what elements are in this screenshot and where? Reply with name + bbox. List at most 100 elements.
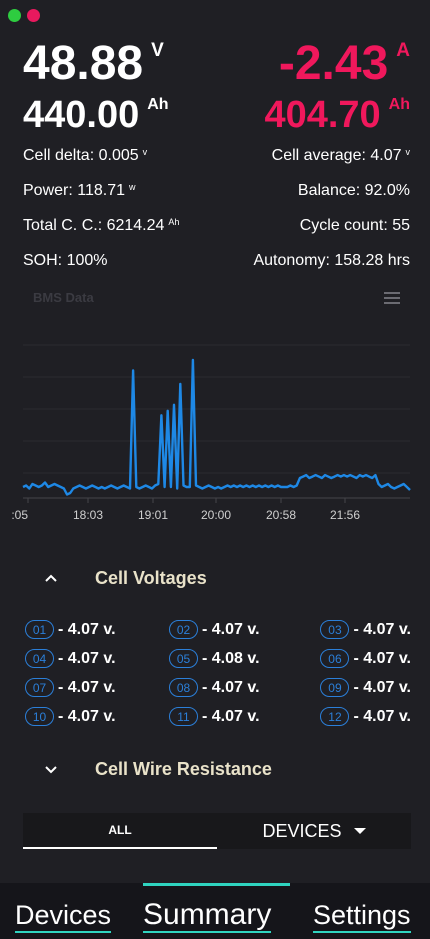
stat-row: SOH: 100% Autonomy: 158.28 hrs <box>23 252 410 270</box>
cell-voltage-grid: 01- 4.07 v. 02- 4.07 v. 03- 4.07 v. 04- 4.0… <box>25 620 411 726</box>
chart-title: BMS Data <box>33 290 94 305</box>
voltage-value: 48.88 <box>23 37 144 90</box>
cell-voltage-value: - 4.07 v. <box>353 707 411 725</box>
nav-summary[interactable]: Summary <box>143 897 272 933</box>
cell-wire-resistance-title: Cell Wire Resistance <box>95 758 272 779</box>
nav-devices-label: Devices <box>15 900 112 930</box>
cell-id-badge: 01 <box>25 620 54 639</box>
cell-voltage-value: - 4.08 v. <box>202 649 260 667</box>
cell-id-badge: 12 <box>320 707 350 726</box>
tab-devices-label: DEVICES <box>262 820 342 841</box>
cell-id-badge: 08 <box>169 678 198 697</box>
close-button[interactable] <box>27 9 40 22</box>
cell-voltage-item: 02- 4.07 v. <box>169 620 314 639</box>
cell-id-badge: 07 <box>25 678 54 697</box>
remaining-unit: Ah <box>388 96 410 113</box>
current-unit: A <box>396 40 410 61</box>
cycle-count: Cycle count: 55 <box>299 217 410 234</box>
nav-devices[interactable]: Devices <box>15 897 112 933</box>
remaining-value: 404.70 <box>264 94 381 136</box>
nav-settings[interactable]: Settings <box>313 897 411 933</box>
current-readout: -2.43 A <box>279 40 410 88</box>
total-cc-label: Total C. C.: 6214.24 <box>23 217 165 234</box>
cell-voltage-item: 07- 4.07 v. <box>25 678 169 697</box>
chart-x-tick-label: 18:03 <box>73 508 103 522</box>
cell-voltage-value: - 4.07 v. <box>353 620 411 638</box>
nav-settings-label: Settings <box>313 900 411 930</box>
cell-id-badge: 03 <box>320 620 350 639</box>
capacity-unit: Ah <box>147 96 169 113</box>
cell-id-badge: 06 <box>320 649 350 668</box>
primary-row-1: 48.88 V -2.43 A <box>23 40 410 88</box>
stat-row: Cell delta: 0.005 v Cell average: 4.07 v <box>23 147 410 165</box>
chart-x-tick-label: 20:58 <box>266 508 296 522</box>
tab-all[interactable]: ALL <box>23 813 217 849</box>
cell-voltage-value: - 4.07 v. <box>353 678 411 696</box>
cell-voltages-header[interactable]: Cell Voltages <box>0 563 430 593</box>
cell-voltage-value: - 4.07 v. <box>353 649 411 667</box>
cell-voltage-value: - 4.07 v. <box>202 678 260 696</box>
cell-voltage-value: - 4.07 v. <box>58 678 116 696</box>
cell-id-badge: 05 <box>169 649 198 668</box>
caret-down-icon <box>353 828 366 834</box>
cell-voltage-item: 10- 4.07 v. <box>25 707 169 726</box>
cell-voltage-item: 09- 4.07 v. <box>314 678 411 697</box>
cell-voltage-item: 11- 4.07 v. <box>169 707 314 726</box>
chart-x-tick-label: :05 <box>11 508 28 522</box>
cell-voltage-item: 01- 4.07 v. <box>25 620 169 639</box>
remaining-readout: 404.70 Ah <box>264 96 410 134</box>
cell-id-badge: 10 <box>25 707 54 726</box>
cell-average-unit: v <box>405 147 411 157</box>
primary-row-2: 440.00 Ah 404.70 Ah <box>23 96 410 134</box>
power: Power: 118.71 w <box>23 182 136 200</box>
nav-summary-label: Summary <box>143 898 272 931</box>
active-tab-indicator <box>143 883 290 886</box>
power-label: Power: 118.71 <box>23 182 125 199</box>
window-controls <box>8 9 40 22</box>
chevron-up-icon <box>45 574 57 582</box>
total-cc-unit: Ah <box>168 217 180 227</box>
total-cc: Total C. C.: 6214.24 Ah <box>23 217 179 235</box>
nav-settings-underline <box>313 931 411 933</box>
stat-row: Total C. C.: 6214.24 Ah Cycle count: 55 <box>23 217 410 235</box>
cell-delta-unit: v <box>142 147 148 157</box>
cell-id-badge: 11 <box>169 707 198 726</box>
cell-voltages-title: Cell Voltages <box>95 567 207 588</box>
soh: SOH: 100% <box>23 252 108 269</box>
voltage-readout: 48.88 V <box>23 40 164 88</box>
tab-devices-dropdown[interactable]: DEVICES <box>217 813 411 849</box>
cell-voltage-item: 05- 4.08 v. <box>169 649 314 668</box>
current-value: -2.43 <box>278 37 389 90</box>
cell-delta-label: Cell delta: 0.005 <box>23 147 139 164</box>
nav-devices-underline <box>15 931 112 933</box>
balance: Balance: 92.0% <box>297 182 410 199</box>
chart-series-line <box>22 358 411 496</box>
bottom-nav: Devices Summary Settings <box>0 883 430 939</box>
cell-delta: Cell delta: 0.005 v <box>23 147 147 165</box>
cell-voltage-item: 08- 4.07 v. <box>169 678 314 697</box>
power-unit: w <box>129 182 136 192</box>
cell-voltage-value: - 4.07 v. <box>58 649 116 667</box>
cell-voltage-item: 12- 4.07 v. <box>314 707 411 726</box>
nav-summary-underline <box>143 931 272 933</box>
cell-voltage-value: - 4.07 v. <box>202 620 260 638</box>
device-tabs: ALL DEVICES <box>23 813 411 849</box>
hamburger-menu-icon[interactable] <box>384 292 400 304</box>
cell-voltage-item: 04- 4.07 v. <box>25 649 169 668</box>
cell-id-badge: 09 <box>320 678 350 697</box>
cell-voltage-item: 03- 4.07 v. <box>314 620 411 639</box>
cell-voltage-value: - 4.07 v. <box>58 620 116 638</box>
maximize-button[interactable] <box>8 9 21 22</box>
capacity-readout: 440.00 Ah <box>23 96 169 134</box>
cell-id-badge: 04 <box>25 649 54 668</box>
stat-row: Power: 118.71 w Balance: 92.0% <box>23 182 410 200</box>
cell-voltage-value: - 4.07 v. <box>58 707 116 725</box>
cell-average-label: Cell average: 4.07 <box>271 147 402 164</box>
chevron-down-icon <box>45 766 57 774</box>
cell-voltage-item: 06- 4.07 v. <box>314 649 411 668</box>
cell-average: Cell average: 4.07 v <box>272 147 410 165</box>
chart-x-tick-label: 20:00 <box>201 508 231 522</box>
chart-x-tick-label: 21:56 <box>330 508 360 522</box>
cell-wire-resistance-header[interactable]: Cell Wire Resistance <box>0 754 430 784</box>
chart-x-tick-label: 19:01 <box>138 508 168 522</box>
